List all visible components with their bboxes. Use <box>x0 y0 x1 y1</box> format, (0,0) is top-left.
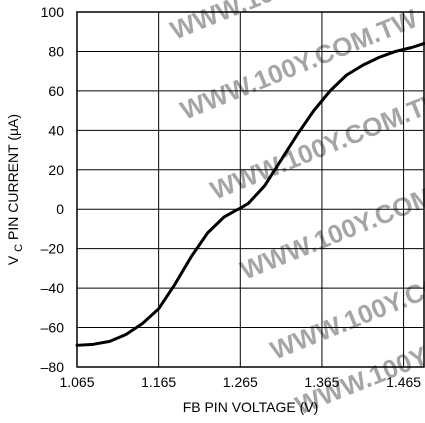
y-tick-label: –60 <box>41 320 65 336</box>
y-tick-label: –80 <box>41 359 65 375</box>
vc-current-curve <box>75 42 425 347</box>
y-tick-label: –40 <box>41 280 65 296</box>
y-axis-title-rest: PIN CURRENT (µA) <box>5 114 21 240</box>
y-axis-title-subscript: C <box>13 244 25 252</box>
y-tick-labels: –80 –60 –40 –20 0 20 40 60 80 100 <box>41 4 65 375</box>
x-tick-label: 1.365 <box>304 374 339 390</box>
y-tick-label: 60 <box>48 83 64 99</box>
x-axis-title: FB PIN VOLTAGE (V) <box>183 399 319 415</box>
y-axis-title: V C PIN CURRENT (µA) <box>5 114 25 265</box>
y-tick-label: 20 <box>48 162 64 178</box>
x-tick-label: 1.465 <box>386 374 421 390</box>
y-tick-label: 80 <box>48 43 64 59</box>
y-axis-title-v: V <box>5 255 21 265</box>
y-tick-label: 100 <box>41 4 65 20</box>
y-tick-label: –20 <box>41 241 65 257</box>
x-tick-label: 1.265 <box>223 374 258 390</box>
x-tick-labels: 1.065 1.165 1.265 1.365 1.465 <box>59 374 421 390</box>
x-tick-label: 1.165 <box>141 374 176 390</box>
plot-frame <box>76 11 425 368</box>
y-tick-label: 0 <box>56 201 64 217</box>
y-tick-label: 40 <box>48 122 64 138</box>
x-tick-label: 1.065 <box>59 374 94 390</box>
watermark-layer: WWW.100Y.COM.TWWWW.100Y.COM.TWWWW.100Y.C… <box>166 0 425 421</box>
